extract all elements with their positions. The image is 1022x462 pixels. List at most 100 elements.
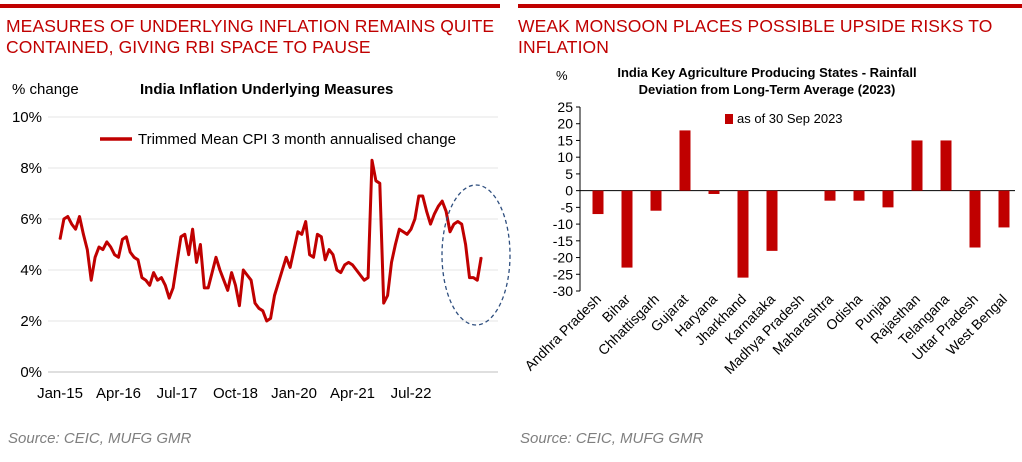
data-point — [355, 269, 357, 271]
data-point — [410, 228, 412, 230]
data-point — [223, 279, 225, 281]
data-point — [153, 272, 155, 274]
data-point — [340, 272, 342, 274]
data-point — [371, 159, 373, 161]
data-point — [312, 256, 315, 258]
data-point — [215, 256, 217, 258]
data-point — [336, 269, 338, 271]
data-point — [273, 294, 276, 297]
data-point — [172, 287, 174, 289]
bar — [621, 190, 633, 268]
data-point — [429, 223, 432, 225]
data-point — [234, 284, 237, 286]
right-source: Source: CEIC, MUFG GMR — [520, 430, 704, 447]
data-point — [379, 182, 381, 184]
data-point — [461, 223, 463, 225]
data-point — [195, 261, 198, 263]
data-point — [231, 272, 233, 274]
data-point — [102, 249, 104, 251]
data-point — [133, 256, 135, 258]
data-point — [250, 279, 252, 281]
bar — [708, 190, 720, 194]
y-tick-label: 15 — [557, 132, 573, 148]
data-point — [106, 241, 108, 243]
data-point — [227, 289, 229, 291]
bar — [737, 190, 749, 278]
y-tick-label: 25 — [557, 99, 573, 115]
data-point — [437, 205, 439, 207]
data-point — [94, 256, 96, 258]
data-point — [293, 249, 295, 251]
data-point — [476, 279, 478, 281]
data-point — [192, 228, 194, 230]
y-tick-label: -15 — [553, 233, 573, 249]
bar — [592, 190, 604, 215]
data-point — [406, 233, 408, 235]
y-axis-label: % — [556, 68, 568, 83]
data-point — [207, 287, 209, 289]
data-point — [164, 284, 166, 286]
data-point — [242, 269, 244, 271]
data-point — [117, 256, 120, 258]
data-point — [238, 305, 240, 307]
y-tick-label: -25 — [553, 266, 573, 282]
data-point — [82, 233, 84, 235]
data-point — [219, 269, 221, 271]
data-point — [98, 246, 100, 248]
data-point — [394, 243, 396, 246]
data-point — [270, 317, 272, 319]
data-point — [422, 195, 424, 197]
data-point — [246, 274, 248, 276]
data-point — [351, 264, 354, 266]
data-point — [71, 223, 73, 225]
x-tick-label: Jan-20 — [271, 385, 317, 402]
data-point — [445, 210, 447, 212]
data-point — [367, 277, 369, 279]
data-point — [457, 220, 459, 223]
data-point — [156, 279, 159, 281]
bar — [882, 190, 894, 208]
data-point — [402, 231, 404, 233]
x-tick-label: Jan-15 — [37, 385, 83, 402]
y-tick-label: 2% — [20, 313, 42, 330]
data-point — [203, 287, 205, 289]
y-tick-label: 20 — [557, 116, 573, 132]
chart-title: India Inflation Underlying Measures — [140, 81, 393, 98]
bar — [940, 140, 952, 191]
inflation-line-chart: % change India Inflation Underlying Meas… — [12, 81, 511, 402]
data-point — [188, 254, 190, 256]
y-tick-label: 5 — [565, 166, 573, 182]
data-point — [184, 233, 186, 235]
series-line-trimmed-mean-cpi — [58, 158, 483, 323]
data-point — [324, 259, 326, 261]
data-point — [348, 261, 350, 263]
y-tick-label: 4% — [20, 262, 42, 279]
data-point — [359, 274, 361, 276]
data-point — [160, 277, 162, 279]
data-point — [125, 236, 127, 238]
rainfall-bar-chart: % India Key Agriculture Producing States… — [521, 65, 1015, 377]
data-point — [398, 228, 400, 230]
data-point — [390, 261, 393, 263]
x-tick-label: Apr-21 — [330, 385, 375, 402]
data-point — [149, 284, 151, 286]
y-tick-label: 6% — [20, 211, 42, 228]
data-point — [129, 251, 131, 253]
y-axis-label: % change — [12, 81, 79, 98]
data-point — [262, 310, 264, 312]
y-tick-label: 10% — [12, 109, 42, 126]
bar — [679, 130, 691, 191]
y-tick-label: 0% — [20, 364, 42, 381]
data-point — [301, 233, 303, 235]
data-point — [258, 307, 260, 309]
data-point — [199, 243, 201, 246]
data-point — [176, 261, 178, 263]
y-tick-label: -5 — [561, 199, 574, 215]
y-tick-label: 10 — [557, 149, 573, 165]
data-point — [449, 231, 451, 233]
data-point — [141, 277, 143, 279]
data-point — [480, 256, 482, 258]
legend-swatch — [725, 114, 733, 124]
data-point — [285, 256, 287, 258]
data-point — [145, 279, 147, 281]
